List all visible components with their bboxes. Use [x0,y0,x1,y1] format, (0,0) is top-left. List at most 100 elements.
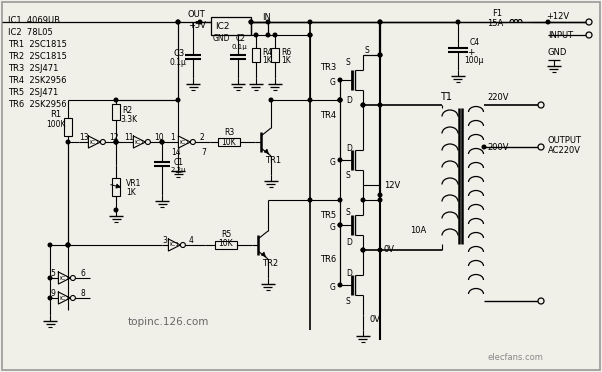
Text: S: S [365,45,370,55]
Circle shape [160,140,164,144]
Circle shape [378,103,382,107]
Circle shape [66,243,70,247]
Circle shape [308,198,312,202]
Text: 9: 9 [50,289,55,298]
Circle shape [160,140,164,144]
Text: +5V: +5V [188,20,206,29]
Text: 6: 6 [80,269,85,278]
Text: IC2: IC2 [215,22,229,31]
Circle shape [361,103,365,107]
Text: IC1: IC1 [179,140,189,144]
Text: GND: GND [548,48,567,57]
Text: AC220V: AC220V [548,145,581,154]
Text: 2.2μ: 2.2μ [171,167,187,173]
Text: TR5: TR5 [320,211,336,219]
Bar [64,118,72,136]
Circle shape [266,20,270,24]
Circle shape [308,20,312,24]
Circle shape [249,20,253,24]
Text: 1K: 1K [262,55,272,64]
Circle shape [586,32,592,38]
Text: 0.1μ: 0.1μ [170,58,187,67]
Text: R1: R1 [50,109,61,119]
Circle shape [378,193,382,197]
Text: D: D [346,237,352,247]
Text: T1: T1 [440,92,452,102]
Text: 5: 5 [50,269,55,278]
Circle shape [482,145,486,149]
Bar [218,138,240,146]
Text: topinc.126.com: topinc.126.com [128,317,209,327]
Text: S: S [346,208,351,217]
Circle shape [338,223,342,227]
Text: 0.1μ: 0.1μ [232,44,248,50]
Circle shape [378,20,382,24]
Text: TR6  2SK2956: TR6 2SK2956 [8,99,67,109]
Text: F1: F1 [492,9,502,17]
Text: 13: 13 [79,132,88,141]
Circle shape [308,33,312,37]
Text: 4: 4 [189,235,194,244]
Circle shape [538,102,544,108]
Text: R2: R2 [122,106,132,115]
Text: 0V: 0V [384,246,395,254]
Circle shape [249,20,253,24]
Text: D: D [346,144,352,153]
Bar [211,17,251,35]
Text: G: G [330,157,336,167]
Circle shape [378,248,382,252]
Text: OUTPUT: OUTPUT [548,135,582,144]
Text: 7: 7 [201,148,206,157]
Text: +: + [174,167,181,176]
Text: 3.3K: 3.3K [120,115,137,124]
Text: G: G [330,77,336,87]
Text: TR1  2SC1815: TR1 2SC1815 [8,39,67,48]
Circle shape [48,276,52,280]
Circle shape [176,20,180,24]
Circle shape [269,98,273,102]
Circle shape [378,53,382,57]
Text: 10K: 10K [218,240,232,248]
Circle shape [308,33,312,37]
Circle shape [361,248,365,252]
Circle shape [146,140,150,144]
Text: 1K: 1K [126,187,135,196]
Text: IN: IN [262,13,271,22]
Text: 1: 1 [170,132,175,141]
Text: TR2: TR2 [262,259,278,267]
Circle shape [181,243,185,247]
Circle shape [361,198,365,202]
Text: 10A: 10A [410,225,426,234]
Text: TR4: TR4 [320,110,336,119]
Circle shape [114,208,118,212]
Circle shape [338,78,342,82]
Text: TR3: TR3 [320,62,337,71]
Text: 14: 14 [171,148,181,157]
Text: elecfans.com: elecfans.com [488,353,544,362]
Circle shape [308,98,312,102]
Circle shape [338,223,342,227]
Circle shape [70,276,75,280]
Circle shape [378,198,382,202]
Circle shape [378,53,382,57]
Text: 1K: 1K [281,55,291,64]
Text: VR1: VR1 [126,179,141,187]
Circle shape [190,140,196,144]
Bar [252,48,260,62]
Bar [215,241,237,249]
Text: 11: 11 [124,132,134,141]
Text: G: G [330,222,336,231]
Circle shape [114,140,118,144]
Text: 10: 10 [154,132,164,141]
Text: TR2  2SC1815: TR2 2SC1815 [8,51,67,61]
Circle shape [66,140,70,144]
Text: 3: 3 [162,235,167,244]
Text: D: D [346,96,352,105]
Circle shape [538,144,544,150]
Circle shape [101,140,105,144]
Circle shape [114,98,118,102]
Text: G: G [330,282,336,292]
Text: IC1: IC1 [134,140,144,144]
Circle shape [338,198,342,202]
Circle shape [70,295,75,301]
